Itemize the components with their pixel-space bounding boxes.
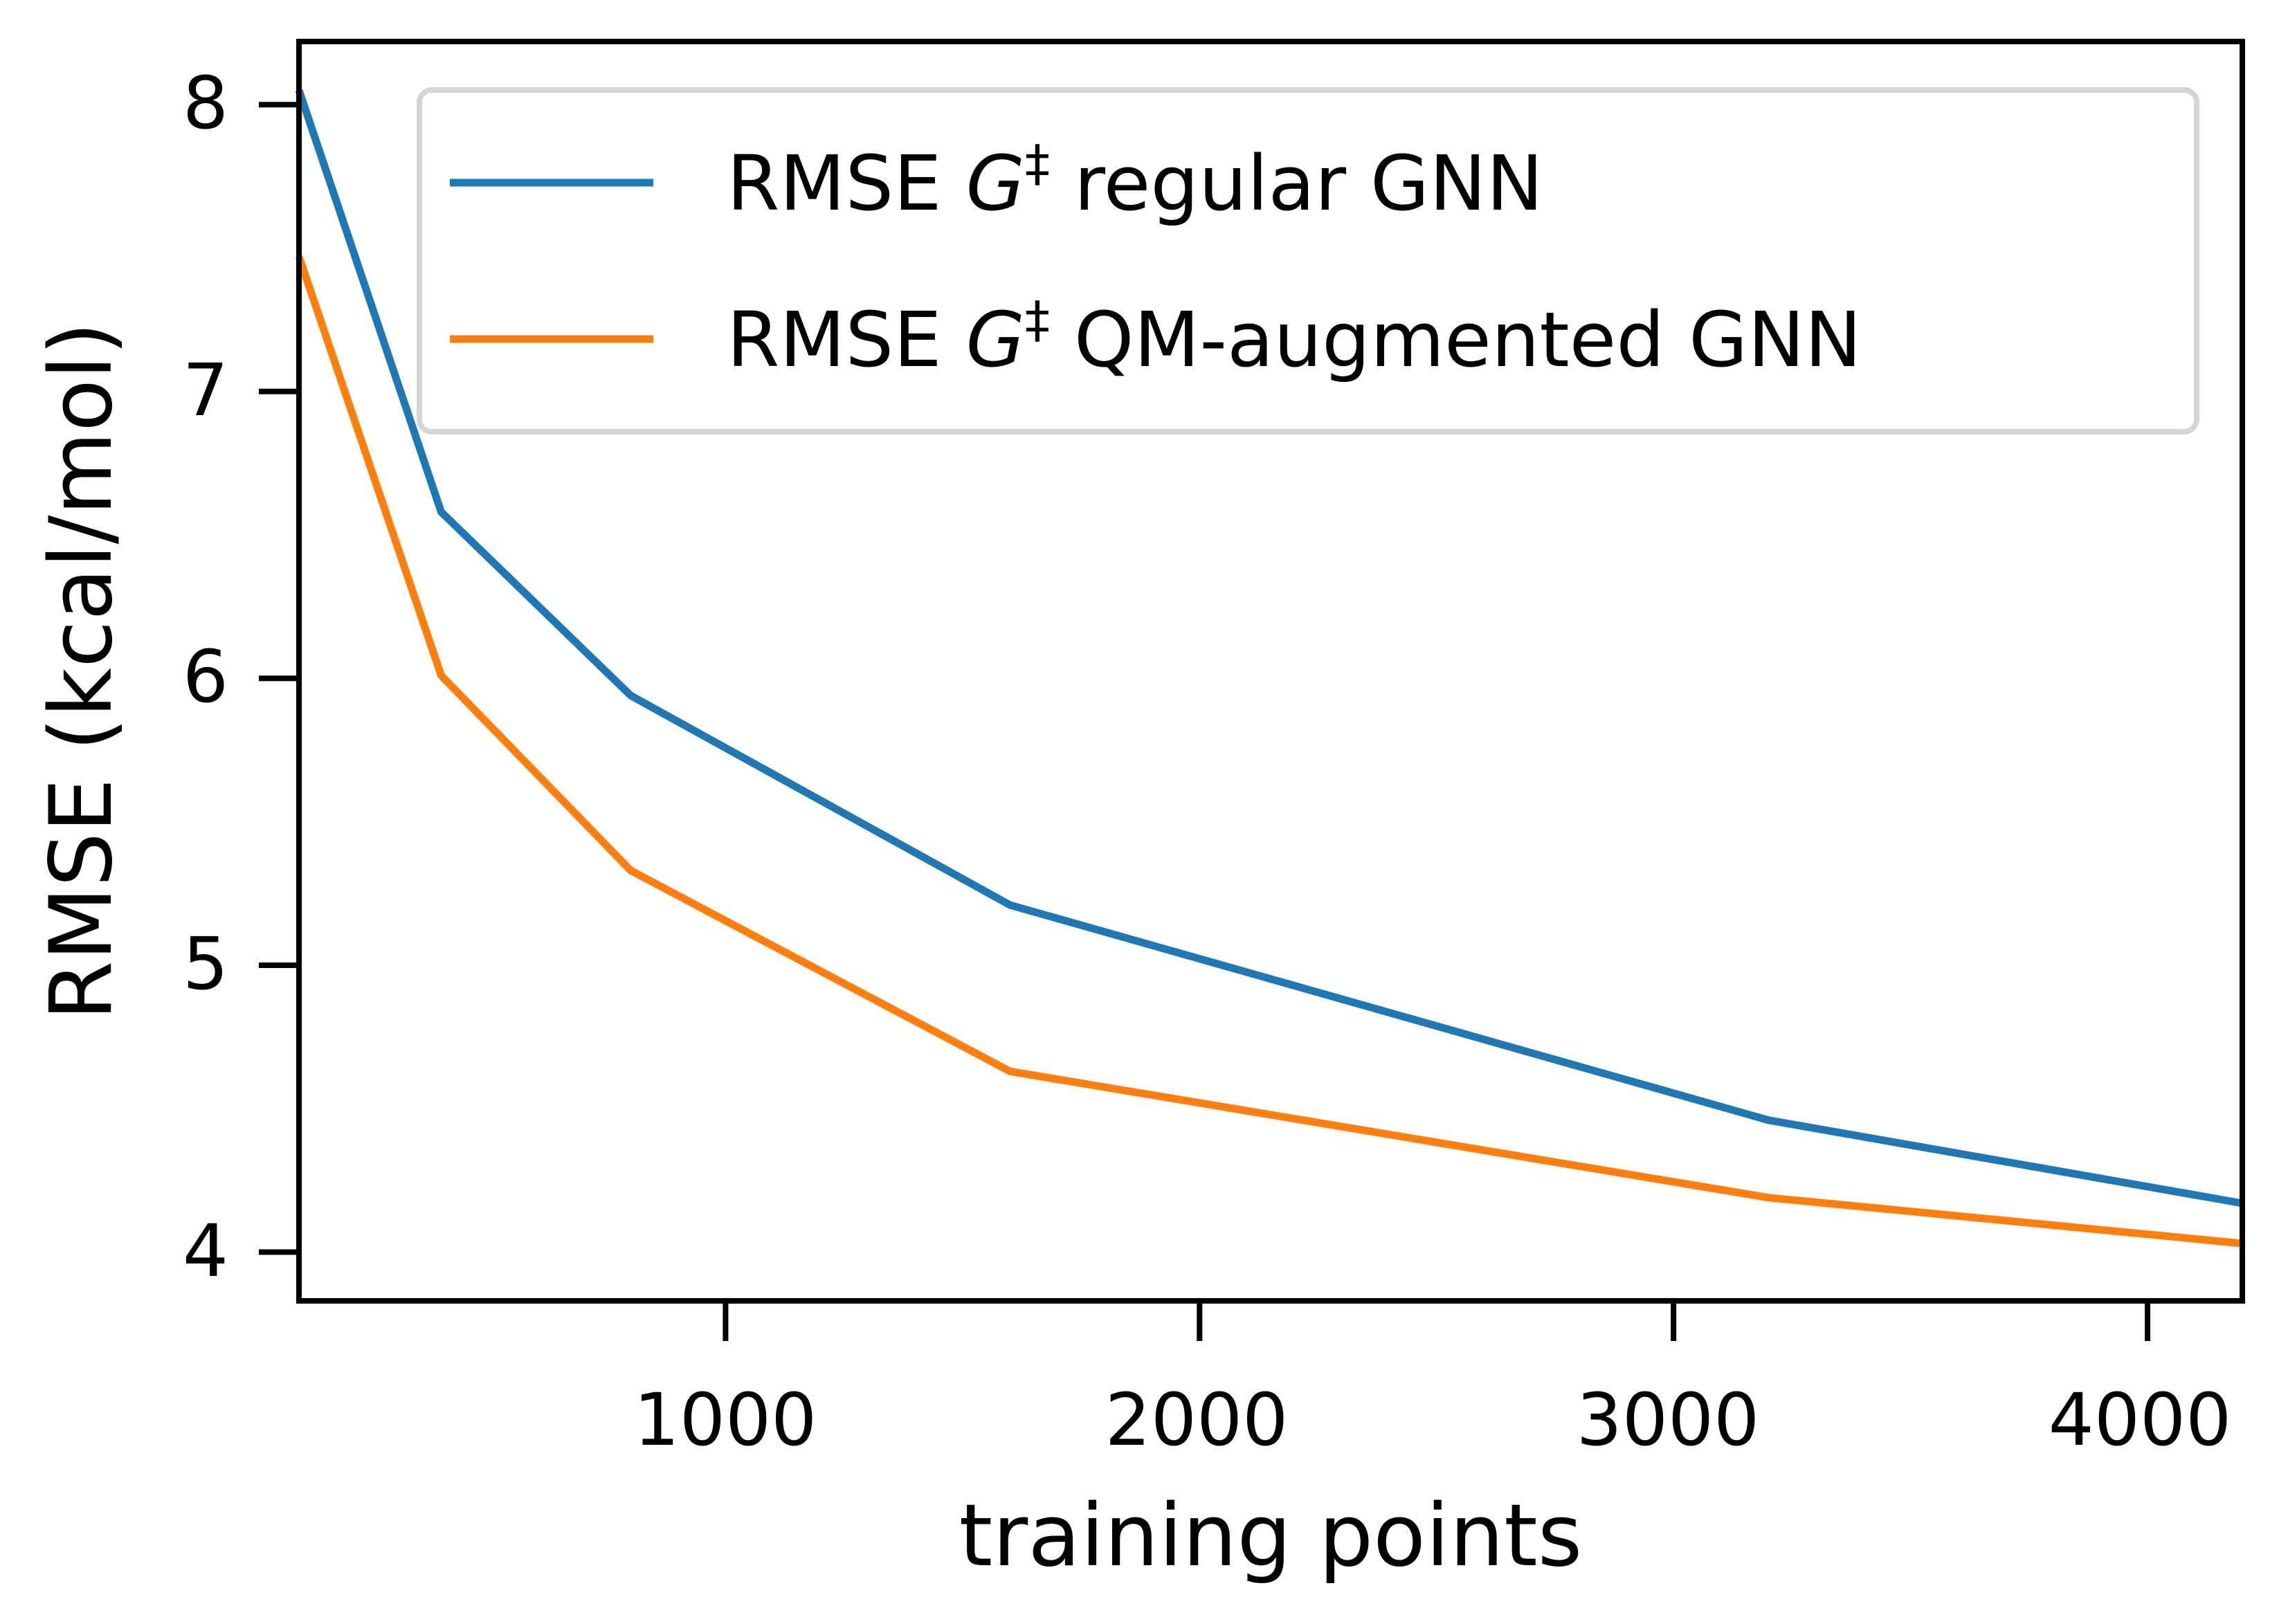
legend: RMSE G‡ regular GNN RMSE G‡ QM-augmented… xyxy=(417,87,2199,435)
legend-box xyxy=(417,87,2199,435)
y-axis: 4 5 6 7 8 xyxy=(183,61,299,1293)
legend-label-regular-gnn: RMSE G‡ regular GNN xyxy=(727,134,1543,228)
plot-frame xyxy=(296,39,2245,1304)
x-tick-label: 1000 xyxy=(634,1378,817,1462)
series-line-qm-augmented-gnn xyxy=(295,255,2243,1248)
y-tick-label: 5 xyxy=(183,922,228,1006)
series-line-regular-gnn xyxy=(295,89,2243,1207)
series-layer xyxy=(295,89,2243,1248)
y-tick-label: 7 xyxy=(183,348,228,432)
x-axis-label: training points xyxy=(959,1486,1583,1586)
x-tick-label: 3000 xyxy=(1577,1378,1760,1462)
y-tick-label: 4 xyxy=(183,1209,228,1293)
y-axis-label: RMSE (kcal/mol) xyxy=(32,322,131,1021)
y-tick-label: 8 xyxy=(183,61,228,145)
legend-label-qm-augmented-gnn: RMSE G‡ QM-augmented GNN xyxy=(727,291,1862,384)
x-tick-label: 4000 xyxy=(2049,1378,2232,1462)
y-tick-label: 6 xyxy=(183,635,228,719)
x-axis: 1000 2000 3000 4000 xyxy=(634,1301,2232,1462)
x-tick-label: 2000 xyxy=(1105,1378,1289,1462)
